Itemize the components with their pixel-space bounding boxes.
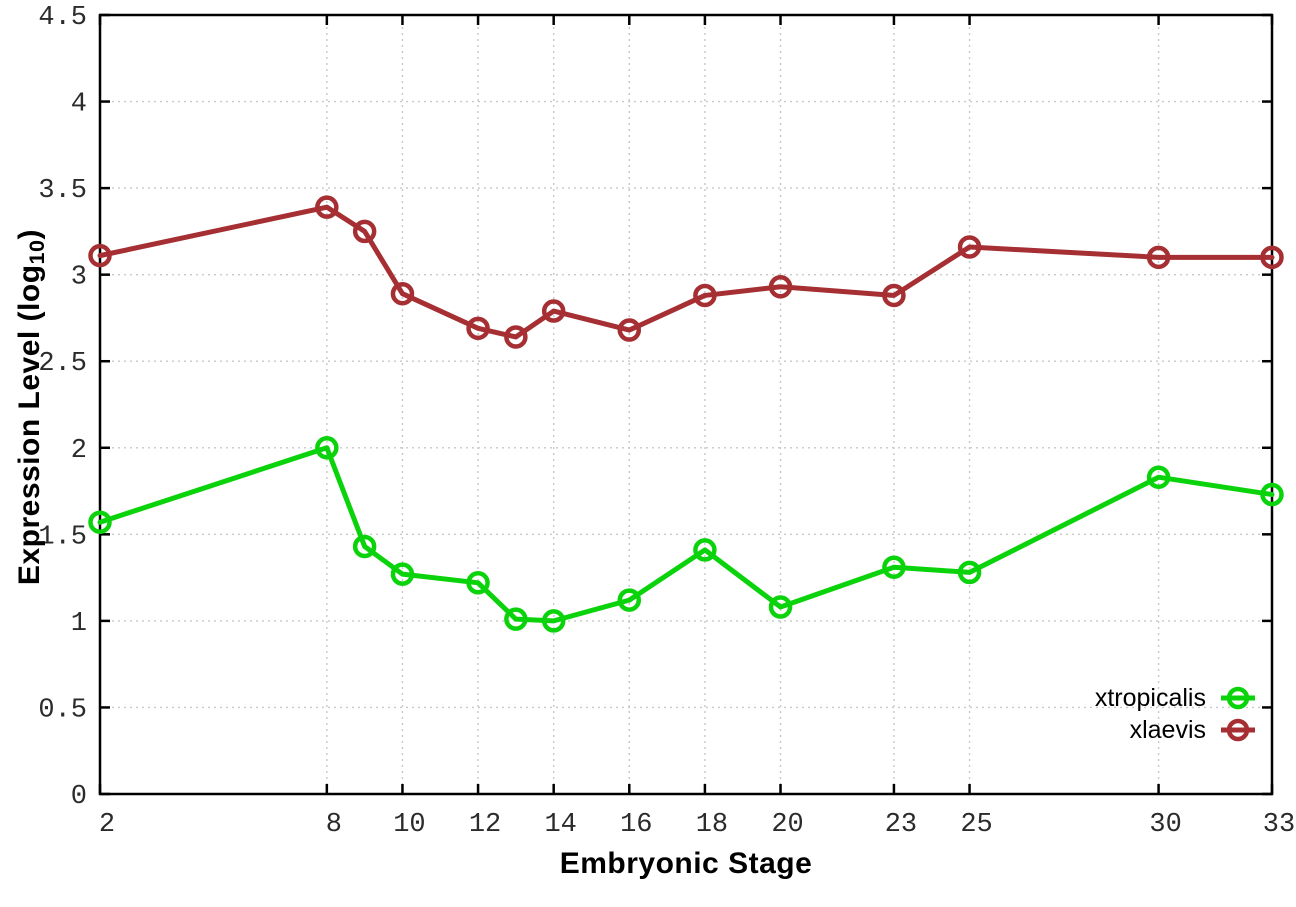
- y-tick-label: 0: [71, 782, 87, 812]
- data-point-xtropicalis: [390, 562, 415, 586]
- y-axis-label-suffix: ): [13, 228, 46, 240]
- data-point-xtropicalis: [315, 436, 339, 460]
- data-point-xlaevis: [390, 281, 415, 306]
- x-tick-label: 23: [885, 810, 917, 840]
- data-point-xlaevis: [1260, 245, 1284, 270]
- data-point-xtropicalis: [957, 560, 982, 585]
- x-tick-label: 20: [771, 810, 803, 840]
- data-point-xlaevis: [882, 283, 906, 308]
- data-point-xtropicalis: [693, 538, 717, 562]
- data-point-xtropicalis: [1260, 482, 1284, 507]
- legend-label: xlaevis: [1129, 715, 1206, 744]
- x-tick-label: 10: [393, 810, 425, 840]
- data-point-xlaevis: [315, 195, 339, 219]
- y-tick-label: 3: [71, 263, 87, 293]
- data-point-xlaevis: [1146, 245, 1171, 270]
- legend-marker-icon: [1221, 718, 1255, 742]
- y-tick-label: 1: [71, 609, 87, 639]
- y-tick-label: 3.5: [38, 176, 87, 206]
- data-point-xtropicalis: [504, 607, 528, 631]
- data-point-xtropicalis: [541, 609, 566, 633]
- series-line-xlaevis: [97, 204, 1275, 340]
- plot-border: [98, 13, 1274, 796]
- x-tick-label: 18: [696, 810, 728, 840]
- legend-entry-xtropicalis: xtropicalis: [1095, 684, 1258, 712]
- y-tick-label: 4: [71, 90, 87, 120]
- data-point-xtropicalis: [1146, 465, 1171, 489]
- data-point-xtropicalis: [88, 510, 112, 534]
- y-tick-label: 2.5: [38, 349, 87, 379]
- x-tick-label: 2: [99, 810, 115, 840]
- y-axis-label-subscript: 10: [24, 239, 50, 265]
- x-tick-label: 16: [620, 810, 652, 840]
- data-point-xtropicalis: [352, 534, 377, 559]
- y-tick-label: 0.5: [38, 695, 87, 725]
- data-point-xlaevis: [693, 283, 717, 308]
- x-tick-label: 14: [544, 810, 576, 840]
- x-axis-label: Embryonic Stage: [559, 847, 813, 880]
- y-tick-label: 2: [71, 436, 87, 466]
- data-point-xlaevis: [504, 325, 528, 349]
- data-point-xtropicalis: [882, 555, 906, 579]
- data-point-xlaevis: [541, 299, 566, 323]
- data-point-xlaevis: [957, 235, 982, 259]
- y-tick-label: 4.5: [38, 3, 87, 33]
- data-point-xlaevis: [352, 219, 377, 244]
- data-point-xtropicalis: [466, 571, 490, 595]
- data-point-xlaevis: [88, 243, 112, 268]
- x-tick-label: 30: [1149, 810, 1181, 840]
- y-tick-label: 1.5: [38, 522, 87, 552]
- data-point-xlaevis: [466, 316, 490, 341]
- legend: xtropicalis xlaevis: [1095, 684, 1258, 744]
- legend-label: xtropicalis: [1094, 683, 1206, 712]
- legend-marker-icon: [1221, 686, 1255, 710]
- legend-entry-xlaevis: xlaevis: [1095, 716, 1258, 744]
- x-tick-label: 33: [1263, 810, 1295, 840]
- data-point-xlaevis: [617, 318, 642, 342]
- x-tick-label: 8: [326, 810, 342, 840]
- x-tick-label: 12: [469, 810, 501, 840]
- y-axis-label: Expression Level (log10): [13, 142, 50, 672]
- data-point-xtropicalis: [768, 595, 793, 619]
- x-tick-label: 25: [960, 810, 992, 840]
- y-axis-label-text: Expression Level (log: [13, 264, 46, 586]
- data-point-xlaevis: [768, 275, 793, 299]
- data-point-xtropicalis: [617, 588, 642, 612]
